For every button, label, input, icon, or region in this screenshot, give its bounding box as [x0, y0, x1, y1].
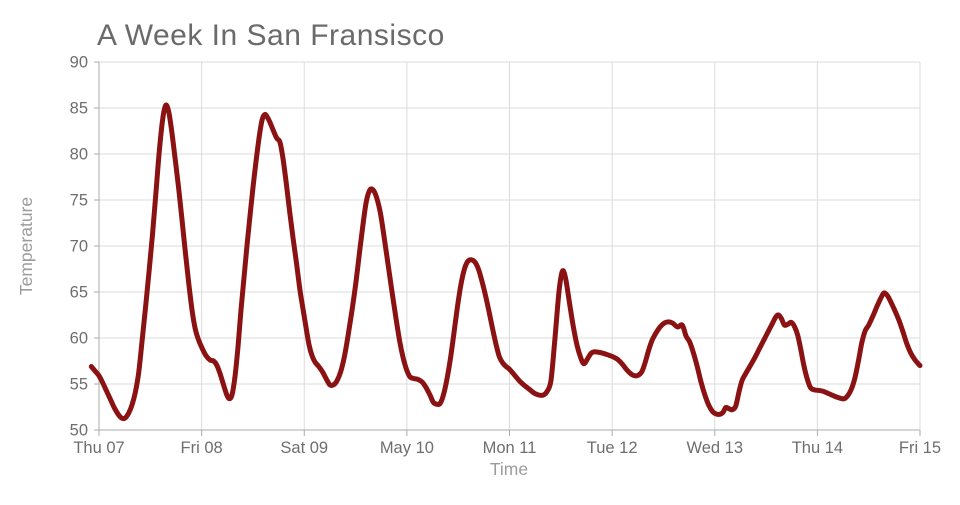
y-tick-label: 75: [70, 192, 88, 210]
temperature-series-line: [88, 102, 923, 422]
y-tick-label: 80: [70, 146, 88, 164]
y-tick-label: 90: [70, 54, 88, 72]
temperature-series: [88, 102, 923, 422]
x-tick-label: Tue 12: [587, 439, 638, 457]
y-tick-label: 85: [70, 100, 88, 118]
x-tick-label: Thu 14: [792, 439, 843, 457]
y-tick-label: 60: [70, 330, 88, 348]
y-axis-title: Temperature: [16, 197, 36, 295]
y-axis-tick-labels: 50 55 60 65 70 75 80 85 90: [70, 54, 88, 440]
y-tick-label: 50: [70, 422, 88, 440]
chart-title: A Week In San Fransisco: [97, 19, 445, 52]
x-tick-label: Sat 09: [280, 439, 328, 457]
x-tick-label: Thu 07: [73, 439, 124, 457]
y-tick-label: 55: [70, 376, 88, 394]
x-tick-label: Mon 11: [483, 439, 537, 457]
y-tick-label: 65: [70, 284, 88, 302]
y-tick-label: 70: [70, 238, 88, 256]
x-axis-title: Time: [490, 459, 528, 479]
x-tick-label: May 10: [380, 439, 434, 457]
x-tick-label: Fri 15: [899, 439, 941, 457]
axis-tick-marks: [94, 61, 921, 436]
x-axis-tick-labels: Thu 07 Fri 08 Sat 09 May 10 Mon 11 Tue 12 Wed …: [73, 439, 941, 457]
x-tick-label: Fri 08: [181, 439, 223, 457]
x-tick-label: Wed 13: [686, 439, 743, 457]
